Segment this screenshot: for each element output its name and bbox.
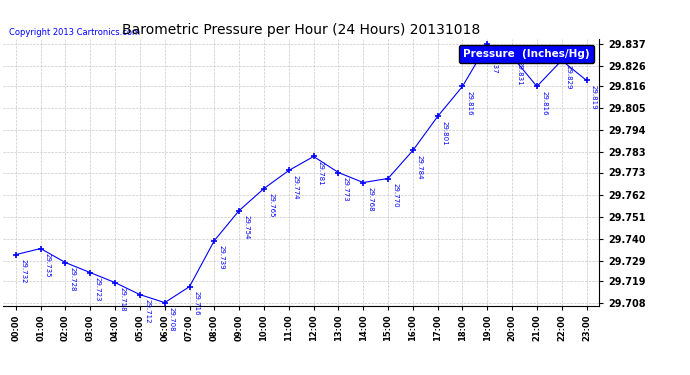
Text: 29.773: 29.773 [342, 177, 348, 201]
Legend: Pressure  (Inches/Hg): Pressure (Inches/Hg) [459, 45, 593, 63]
Text: 29.831: 29.831 [516, 60, 522, 85]
Text: 29.728: 29.728 [70, 267, 76, 291]
Text: 29.819: 29.819 [591, 85, 597, 109]
Text: 29.801: 29.801 [442, 121, 448, 145]
Text: 29.781: 29.781 [318, 160, 324, 185]
Text: 29.739: 29.739 [219, 245, 224, 269]
Text: Copyright 2013 Cartronics.com: Copyright 2013 Cartronics.com [10, 28, 141, 37]
Text: 29.770: 29.770 [392, 183, 398, 207]
Text: 29.723: 29.723 [95, 277, 101, 301]
Text: 29.816: 29.816 [466, 91, 473, 115]
Text: 29.712: 29.712 [144, 299, 150, 323]
Text: 29.754: 29.754 [244, 215, 249, 239]
Text: 29.784: 29.784 [417, 154, 423, 179]
Text: 29.718: 29.718 [119, 287, 126, 311]
Text: 29.735: 29.735 [45, 253, 51, 277]
Text: 29.732: 29.732 [20, 259, 26, 283]
Text: 29.837: 29.837 [491, 48, 497, 73]
Text: 29.816: 29.816 [541, 91, 547, 115]
Text: 29.774: 29.774 [293, 175, 299, 199]
Text: 29.716: 29.716 [194, 291, 199, 315]
Text: 29.829: 29.829 [566, 64, 572, 89]
Text: 29.765: 29.765 [268, 193, 274, 217]
Title: Barometric Pressure per Hour (24 Hours) 20131018: Barometric Pressure per Hour (24 Hours) … [122, 23, 480, 37]
Text: 29.708: 29.708 [169, 307, 175, 332]
Text: 29.768: 29.768 [367, 187, 373, 211]
